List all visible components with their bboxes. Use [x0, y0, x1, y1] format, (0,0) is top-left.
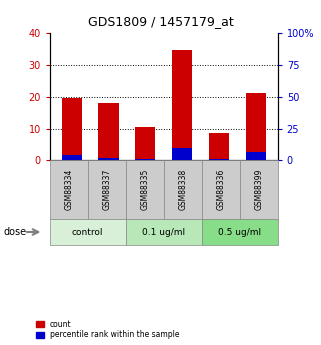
Text: GDS1809 / 1457179_at: GDS1809 / 1457179_at: [88, 16, 233, 29]
Bar: [135, 127, 155, 160]
Text: GSM88336: GSM88336: [216, 169, 225, 210]
Bar: [99, 158, 119, 160]
Text: control: control: [72, 227, 103, 237]
Bar: [135, 158, 155, 160]
Bar: [62, 155, 82, 160]
Bar: [209, 133, 229, 160]
Bar: [99, 103, 119, 160]
Text: GSM88334: GSM88334: [64, 169, 73, 210]
Legend: count, percentile rank within the sample: count, percentile rank within the sample: [36, 319, 179, 339]
Bar: [246, 152, 266, 160]
Text: GSM88335: GSM88335: [140, 169, 149, 210]
Text: 0.5 ug/ml: 0.5 ug/ml: [218, 227, 261, 237]
Text: GSM88338: GSM88338: [178, 169, 187, 210]
Bar: [172, 148, 192, 160]
Bar: [172, 50, 192, 160]
Bar: [209, 158, 229, 160]
Bar: [246, 93, 266, 160]
Bar: [62, 98, 82, 160]
Text: GSM88399: GSM88399: [254, 169, 263, 210]
Text: GSM88337: GSM88337: [102, 169, 111, 210]
Text: dose: dose: [3, 227, 26, 237]
Text: 0.1 ug/ml: 0.1 ug/ml: [142, 227, 185, 237]
